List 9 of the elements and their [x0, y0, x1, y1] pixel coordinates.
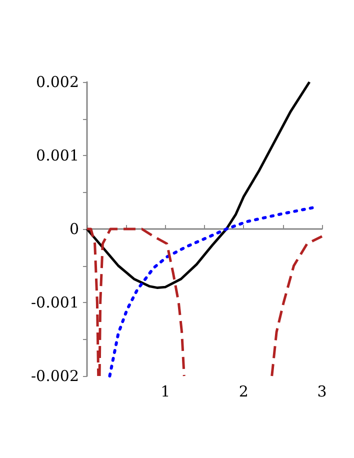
y-tick-label: 0	[69, 220, 79, 238]
x-tick-label: 1	[160, 382, 170, 400]
y-tick-label: 0.001	[36, 146, 79, 164]
x-tick-label: 2	[238, 382, 248, 400]
y-tick-label: -0.001	[30, 294, 79, 312]
y-tick-label: -0.002	[30, 367, 79, 385]
line-series	[86, 80, 311, 290]
x-tick-label: 3	[317, 382, 327, 400]
y-tick-label: 0.002	[36, 73, 79, 91]
